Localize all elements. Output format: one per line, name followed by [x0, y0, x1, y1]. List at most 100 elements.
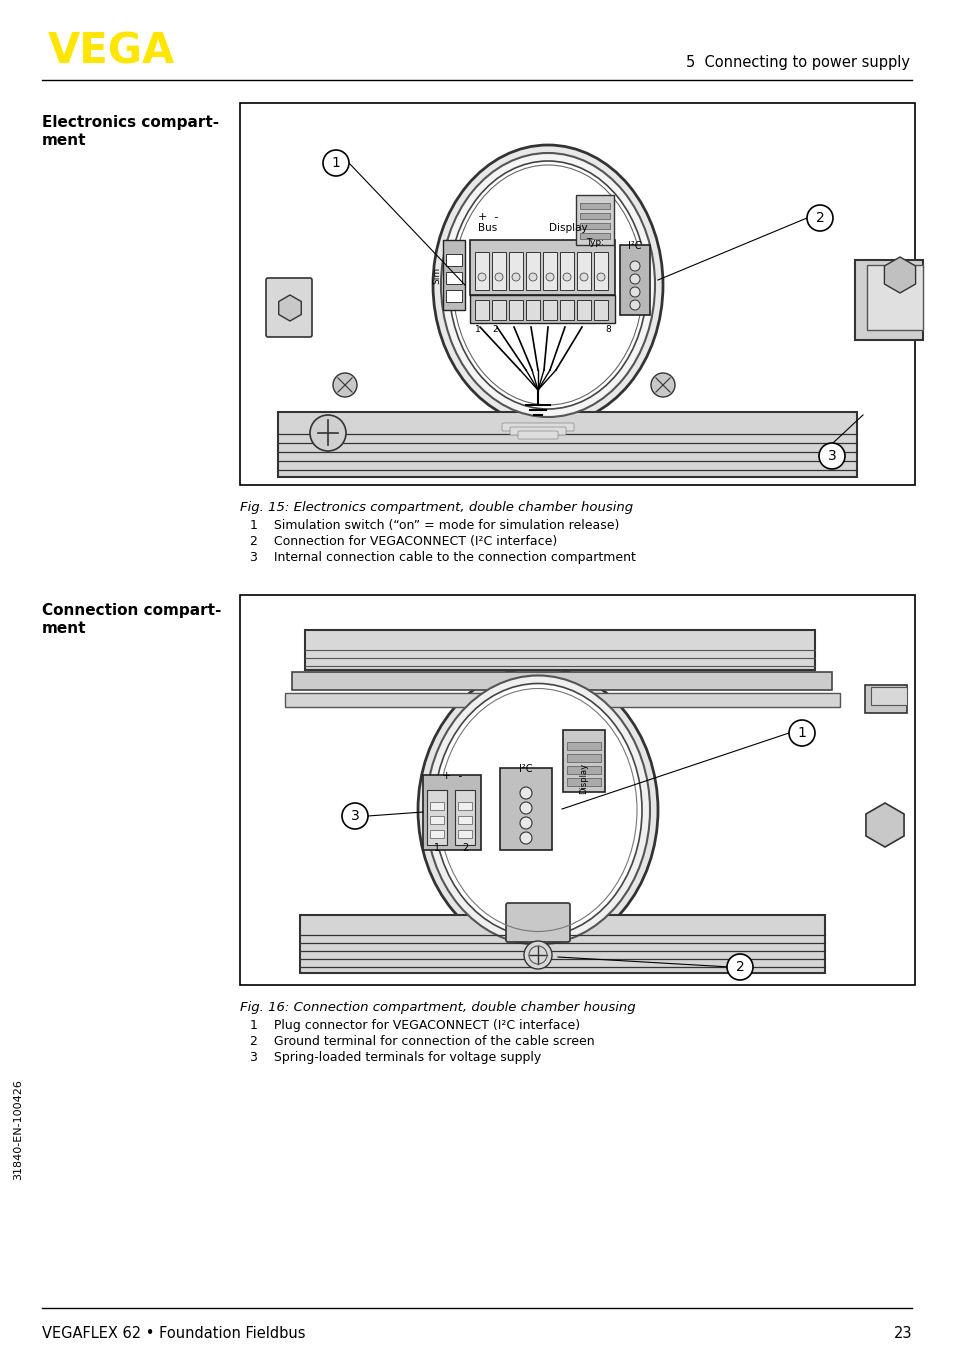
Bar [566, 742, 600, 750]
Text: 1    Simulation switch (“on” = mode for simulation release): 1 Simulation switch (“on” = mode for sim… [250, 519, 618, 532]
FancyBboxPatch shape [501, 422, 574, 431]
FancyBboxPatch shape [266, 278, 312, 337]
Text: VEGAFLEX 62 • Foundation Fieldbus: VEGAFLEX 62 • Foundation Fieldbus [42, 1326, 305, 1340]
Bar [492, 301, 505, 320]
Bar [525, 252, 539, 290]
Bar [475, 301, 489, 320]
Bar [509, 301, 522, 320]
Text: 8: 8 [604, 325, 610, 334]
Bar [579, 213, 609, 219]
Text: ment: ment [42, 621, 87, 636]
Bar [446, 272, 461, 284]
FancyBboxPatch shape [285, 693, 840, 707]
Bar [430, 802, 443, 810]
Bar [594, 301, 607, 320]
Text: 3    Internal connection cable to the connection compartment: 3 Internal connection cable to the conne… [250, 551, 636, 565]
Circle shape [579, 274, 587, 282]
Bar [499, 768, 552, 850]
FancyBboxPatch shape [864, 685, 906, 714]
Circle shape [519, 802, 532, 814]
FancyBboxPatch shape [510, 427, 565, 435]
FancyBboxPatch shape [292, 672, 831, 691]
Bar [619, 245, 649, 315]
FancyBboxPatch shape [870, 686, 906, 705]
Text: +  -: + - [477, 213, 497, 222]
Bar [542, 301, 557, 320]
Bar [446, 290, 461, 302]
Bar [579, 233, 609, 240]
Ellipse shape [433, 145, 662, 425]
Circle shape [788, 720, 814, 746]
Ellipse shape [449, 161, 646, 409]
Circle shape [519, 816, 532, 829]
Text: 3: 3 [351, 808, 359, 823]
Bar [446, 255, 461, 265]
Text: 1: 1 [332, 156, 340, 171]
Text: 3: 3 [827, 450, 836, 463]
Circle shape [629, 301, 639, 310]
Text: 2    Connection for VEGACONNECT (I²C interface): 2 Connection for VEGACONNECT (I²C interf… [250, 535, 557, 548]
Bar [562, 730, 604, 792]
Circle shape [310, 414, 346, 451]
Circle shape [529, 274, 537, 282]
Circle shape [545, 274, 554, 282]
Ellipse shape [417, 668, 658, 952]
Text: 3    Spring-loaded terminals for voltage supply: 3 Spring-loaded terminals for voltage su… [250, 1051, 540, 1064]
Text: 2: 2 [735, 960, 743, 974]
Circle shape [806, 204, 832, 232]
Text: Bus: Bus [477, 223, 497, 233]
Bar [470, 295, 615, 324]
Bar [475, 252, 489, 290]
Bar [422, 774, 480, 850]
Bar [457, 802, 472, 810]
Text: Typ:: Typ: [585, 238, 603, 246]
Bar [594, 252, 607, 290]
Text: Electronics compart-: Electronics compart- [42, 115, 219, 130]
Bar [525, 301, 539, 320]
Bar [430, 816, 443, 825]
Text: 2: 2 [492, 325, 497, 334]
FancyBboxPatch shape [305, 630, 814, 670]
Bar [559, 301, 574, 320]
Text: 1: 1 [475, 325, 480, 334]
Bar [240, 594, 914, 984]
Text: VEGA: VEGA [48, 30, 175, 72]
Bar [430, 830, 443, 838]
Circle shape [519, 787, 532, 799]
Text: +  -: + - [441, 770, 461, 781]
Bar [455, 789, 475, 845]
Text: 1: 1 [434, 844, 439, 853]
Text: 2: 2 [815, 211, 823, 225]
Bar [509, 252, 522, 290]
Circle shape [333, 372, 356, 397]
Text: 1: 1 [797, 726, 805, 741]
Bar [470, 240, 615, 295]
Text: Display: Display [578, 762, 588, 793]
FancyBboxPatch shape [277, 412, 856, 477]
Circle shape [597, 274, 604, 282]
FancyBboxPatch shape [866, 265, 923, 330]
Circle shape [650, 372, 675, 397]
Text: Display: Display [548, 223, 587, 233]
FancyBboxPatch shape [505, 903, 569, 942]
Bar [240, 103, 914, 485]
Circle shape [629, 274, 639, 284]
FancyBboxPatch shape [517, 431, 558, 439]
Bar [457, 830, 472, 838]
Bar [457, 816, 472, 825]
Text: 5  Connecting to power supply: 5 Connecting to power supply [685, 56, 909, 70]
Text: I²C: I²C [628, 241, 641, 250]
Bar [566, 754, 600, 762]
Circle shape [629, 287, 639, 297]
Ellipse shape [440, 153, 655, 417]
Circle shape [562, 274, 571, 282]
Ellipse shape [434, 684, 641, 937]
Bar [566, 766, 600, 774]
Text: ment: ment [42, 133, 87, 148]
Bar [566, 779, 600, 787]
Circle shape [629, 261, 639, 271]
Circle shape [519, 831, 532, 844]
Ellipse shape [426, 676, 649, 945]
Text: Connection compart-: Connection compart- [42, 603, 221, 617]
Circle shape [523, 941, 552, 969]
